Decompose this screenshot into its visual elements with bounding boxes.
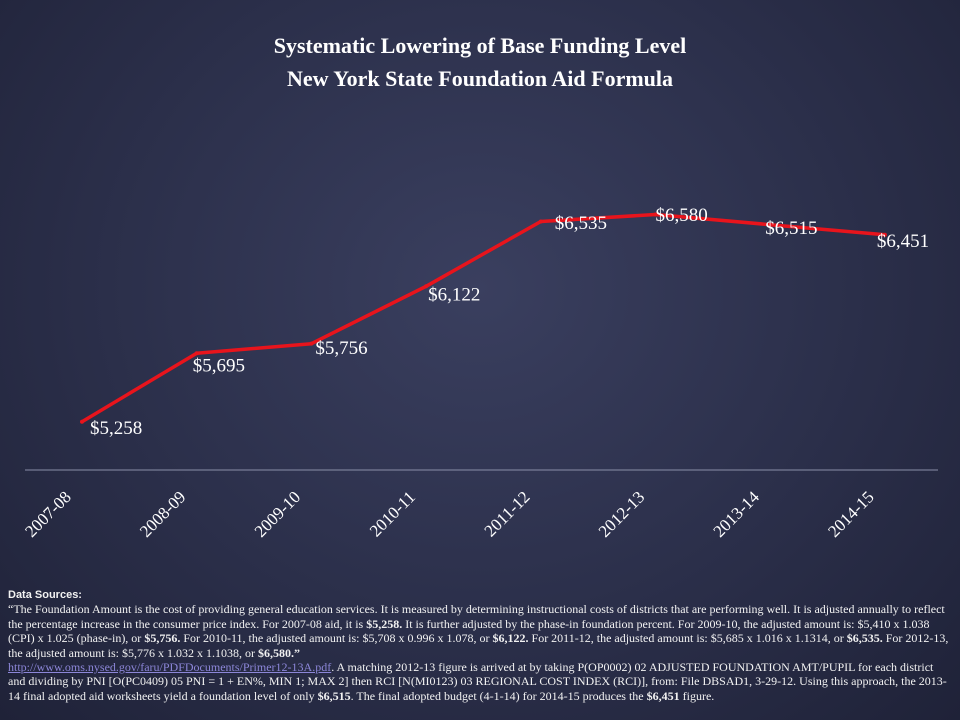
sources-value-2013-14: $6,515 (317, 688, 351, 703)
data-sources-heading: Data Sources: (8, 589, 82, 601)
x-tick-label-2013-14: 2013-14 (710, 487, 764, 541)
line-chart: $5,258 $5,695 $5,756 $6,122 $6,535 $6,580 $6,5… (21, 205, 938, 541)
series-line (80, 212, 887, 424)
data-point-2007-08 (80, 419, 84, 424)
data-sources: Data Sources: “The Foundation Amount is … (8, 588, 953, 720)
x-tick-label-2008-09: 2008-09 (136, 487, 190, 541)
chart-title-line-1: Systematic Lowering of Base Funding Leve… (273, 33, 687, 58)
data-label-2012-13: $6,580 (656, 205, 708, 226)
sources-text-part: For 2012-13, the adjusted amount is: $5,… (8, 631, 949, 660)
sources-text-part: . A matching 2012-13 figure is arrived a… (8, 660, 947, 703)
sources-value-2012-13: $6,580.” (257, 645, 300, 660)
sources-value-2009-10: $5,756. (144, 631, 181, 646)
data-point-2010-11 (424, 284, 429, 289)
data-label-2007-08: $5,258 (90, 418, 142, 439)
x-tick-label-2010-11: 2010-11 (366, 487, 419, 540)
data-label-2011-12: $6,535 (555, 213, 607, 234)
sources-text-part: “The Foundation Amount is the cost of pr… (8, 602, 945, 631)
sources-text-part: It is further adjusted by the phase-in f… (8, 616, 930, 646)
x-tick-label-2009-10: 2009-10 (251, 487, 305, 541)
x-tick-label-2012-13: 2012-13 (595, 487, 649, 541)
data-point-2008-09 (194, 351, 199, 356)
sources-text-part: For 2010-11, the adjusted amount is: $5,… (180, 631, 493, 646)
chart-title-line-2: New York State Foundation Aid Formula (286, 66, 674, 91)
sources-value-2010-11: $6,122. (492, 631, 529, 646)
data-label-2010-11: $6,122 (428, 285, 480, 306)
data-label-2014-15: $6,451 (877, 231, 929, 252)
x-tick-label-2007-08: 2007-08 (21, 487, 75, 541)
data-point-2012-13 (653, 212, 658, 217)
sources-value-2007-08: $5,258. (366, 616, 403, 631)
primer-pdf-link[interactable]: http://www.oms.nysed.gov/faru/PDFDocumen… (8, 660, 332, 675)
data-point-2013-14 (768, 222, 773, 227)
sources-value-2014-15: $6,451 (646, 688, 680, 703)
sources-text-part: . The final adopted budget (4-1-14) for … (350, 688, 647, 703)
data-label-2013-14: $6,515 (765, 218, 817, 239)
data-point-2014-15 (882, 232, 887, 237)
data-point-2011-12 (538, 219, 543, 224)
x-tick-label-2011-12: 2011-12 (481, 487, 534, 540)
data-label-2008-09: $5,695 (193, 356, 245, 377)
sources-text-part: For 2011-12, the adjusted amount is: $5,… (528, 631, 847, 646)
data-point-2009-10 (309, 341, 314, 346)
sources-value-2011-12: $6,535. (846, 631, 883, 646)
sources-text-part: figure. (679, 688, 715, 703)
x-tick-label-2014-15: 2014-15 (824, 487, 878, 541)
data-label-2009-10: $5,756 (315, 338, 367, 359)
data-sources-text: “The Foundation Amount is the cost of pr… (8, 602, 953, 703)
